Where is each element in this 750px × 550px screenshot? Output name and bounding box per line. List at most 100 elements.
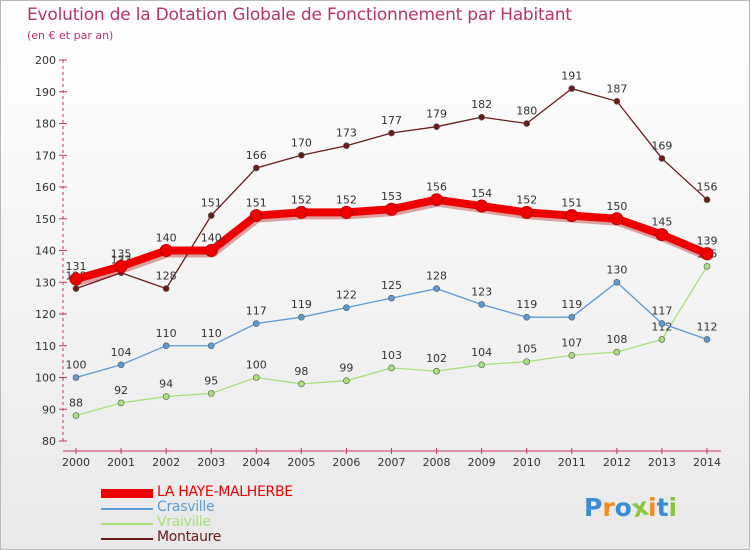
data-point — [613, 348, 621, 356]
data-point — [613, 97, 621, 105]
data-label: 119 — [561, 298, 582, 311]
data-label: 166 — [246, 149, 267, 162]
data-point — [343, 377, 350, 384]
data-label: 98 — [294, 365, 308, 378]
data-point — [204, 244, 218, 257]
data-label: 145 — [651, 216, 672, 229]
logo-letter: i — [668, 493, 678, 522]
data-label: 100 — [66, 359, 87, 372]
y-tick-label: 150 — [35, 213, 56, 226]
legend-swatch — [101, 538, 153, 540]
data-label: 110 — [201, 327, 222, 340]
data-label: 108 — [606, 333, 627, 346]
data-label: 152 — [291, 193, 312, 206]
x-tick-label: 2002 — [152, 456, 180, 469]
data-label: 152 — [336, 193, 357, 206]
data-point — [475, 199, 489, 213]
x-tick-label: 2001 — [107, 456, 135, 469]
data-label: 104 — [111, 346, 132, 359]
y-tick-label: 190 — [35, 86, 56, 99]
legend-swatch — [101, 489, 153, 498]
y-tick-label: 180 — [35, 118, 56, 131]
data-label: 169 — [651, 139, 672, 152]
data-point — [343, 304, 350, 311]
y-tick-label: 80 — [42, 435, 56, 448]
data-label: 117 — [651, 305, 672, 318]
data-point — [388, 129, 395, 137]
data-label: 104 — [471, 346, 492, 359]
data-label: 99 — [339, 362, 353, 375]
x-tick-label: 2005 — [287, 456, 315, 469]
data-label: 170 — [291, 136, 312, 149]
series-vraiville: 88 92 94 95 100 98 99 103 102 104 105 107 108 112 135 — [69, 247, 718, 419]
data-label: 182 — [471, 98, 492, 111]
data-label: 95 — [204, 374, 218, 387]
logo-letter: t — [656, 493, 669, 522]
data-point — [207, 342, 215, 350]
data-label: 103 — [381, 349, 402, 362]
series-crasville: 100 104 110 110 117 119 122 125 128 123 119 119 130 1… — [66, 263, 718, 381]
proxiti-logo: Proxiti — [584, 492, 678, 524]
data-label: 123 — [471, 285, 492, 298]
chart-title: Evolution de la Dotation Globale de Fonc… — [27, 5, 572, 25]
data-point — [703, 196, 711, 203]
y-tick-label: 140 — [35, 245, 56, 258]
x-tick-label: 2000 — [62, 456, 90, 469]
y-axis: 80 90 100 110 120 130 140 150 160 170 180 190 200 — [35, 54, 67, 448]
data-label: 173 — [336, 127, 357, 140]
data-point — [520, 205, 534, 219]
x-tick-label: 2014 — [693, 456, 721, 469]
data-point — [117, 399, 125, 407]
data-point — [565, 209, 579, 223]
series-la-haye-malherbe: 131 135 140 140 151 152 152 153 156 154 152 151 150 1… — [66, 181, 718, 287]
data-point — [568, 313, 576, 321]
data-point — [523, 313, 531, 321]
legend-label: LA HAYE-MALHERBE — [157, 484, 293, 500]
y-tick-label: 120 — [35, 308, 56, 321]
x-tick-label: 2004 — [242, 456, 270, 469]
data-point — [159, 244, 173, 257]
x-tick-label: 2003 — [197, 456, 225, 469]
data-label: 140 — [201, 232, 222, 245]
y-tick-label: 110 — [35, 340, 56, 353]
data-label: 154 — [471, 187, 492, 200]
x-tick-label: 2013 — [648, 456, 676, 469]
data-point — [69, 272, 83, 286]
data-label: 131 — [66, 260, 87, 273]
data-point — [207, 212, 215, 219]
data-point — [162, 393, 170, 400]
legend-label: Crasville — [157, 499, 215, 515]
data-label: 105 — [516, 343, 537, 356]
data-point — [568, 85, 576, 92]
data-point — [114, 259, 128, 273]
legend-label: Montaure — [157, 529, 222, 545]
x-tick-label: 2006 — [332, 456, 360, 469]
data-point — [298, 380, 305, 388]
data-label: 177 — [381, 114, 402, 127]
data-point — [703, 263, 711, 270]
legend-label: Vraiville — [157, 514, 211, 530]
data-point — [610, 212, 624, 226]
data-label: 122 — [336, 289, 357, 302]
data-point — [249, 209, 263, 223]
data-point — [252, 164, 260, 172]
logo-letter: i — [648, 493, 657, 522]
data-point — [343, 142, 350, 150]
y-tick-label: 100 — [35, 372, 56, 385]
data-label: 151 — [201, 197, 222, 210]
logo-letter: r — [602, 493, 615, 522]
data-point — [700, 247, 714, 261]
data-label: 191 — [561, 70, 582, 83]
data-point — [433, 367, 440, 375]
data-point — [568, 351, 576, 359]
x-tick-label: 2008 — [423, 456, 451, 469]
data-label: 119 — [516, 298, 537, 311]
data-point — [298, 313, 305, 321]
data-label: 180 — [516, 105, 537, 118]
y-tick-label: 170 — [35, 149, 56, 162]
x-tick-label: 2007 — [378, 456, 406, 469]
data-label: 151 — [246, 197, 267, 210]
data-point — [658, 320, 666, 327]
data-point — [433, 285, 440, 292]
